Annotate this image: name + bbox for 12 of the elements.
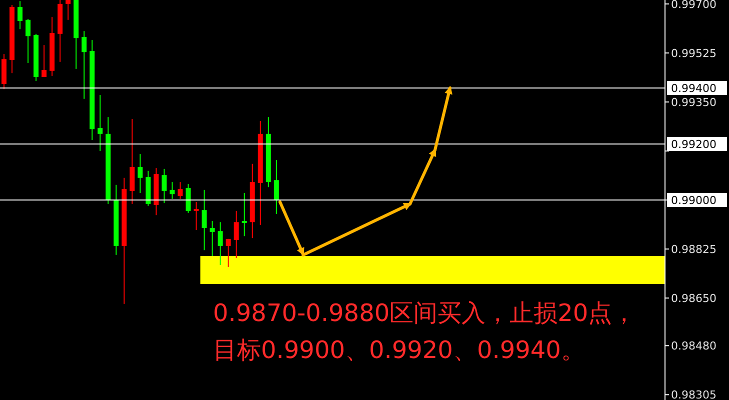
- y-tick-label: 0.98305: [671, 388, 716, 400]
- ref-line-label: 0.99400: [671, 82, 716, 95]
- y-tick-label: 0.99525: [671, 46, 716, 60]
- y-tick-label: 0.99700: [671, 0, 716, 11]
- ref-line-label: 0.99200: [671, 138, 716, 151]
- y-tick-label: 0.98825: [671, 242, 716, 256]
- y-tick-label: 0.98480: [671, 340, 716, 353]
- y-tick-label: 0.98650: [671, 292, 716, 305]
- annotation: 目标0.9900、0.9920、0.9940。: [213, 335, 586, 366]
- annotation: 0.9870-0.9880区间买入，止损20点，: [213, 298, 636, 329]
- y-tick-label: 0.99350: [671, 96, 716, 109]
- ref-line-label: 0.99000: [671, 194, 716, 207]
